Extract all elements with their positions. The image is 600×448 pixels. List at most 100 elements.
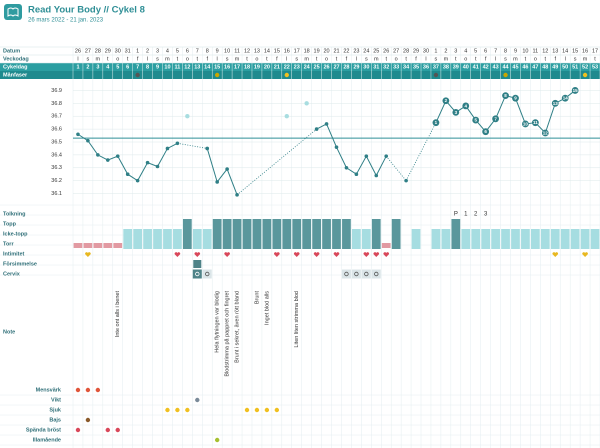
high-label: 12 xyxy=(543,130,549,135)
weekday: t xyxy=(107,56,109,62)
heart xyxy=(582,252,588,257)
cycle-day: 9 xyxy=(156,64,159,70)
date: 14 xyxy=(264,48,270,54)
mucus-bar xyxy=(133,229,143,249)
mucus-bar xyxy=(381,243,391,248)
weekday: t xyxy=(594,56,596,62)
weekday: t xyxy=(246,56,248,62)
excluded-point xyxy=(304,101,309,106)
mucus-bar xyxy=(113,243,123,248)
date: 27 xyxy=(85,48,91,54)
temperature-point xyxy=(334,145,339,149)
high-label: 4 xyxy=(465,103,468,108)
mucus-bar xyxy=(332,219,341,249)
symptom-icon xyxy=(195,397,200,403)
cycle-day: 3 xyxy=(96,64,99,70)
cycle-day: 17 xyxy=(234,64,240,70)
temperature-point xyxy=(442,97,450,105)
heart xyxy=(174,252,181,257)
weekday: t xyxy=(405,56,407,62)
row-label: Icke-topp xyxy=(3,231,28,237)
row-label: Note xyxy=(3,329,15,335)
cycle-day: 30 xyxy=(363,64,369,70)
date: 3 xyxy=(156,48,159,54)
date: 26 xyxy=(75,48,81,54)
cervix-dot xyxy=(354,271,359,277)
date: 15 xyxy=(572,48,578,54)
mucus-bar xyxy=(202,229,212,249)
symptom-icon xyxy=(165,407,170,413)
mucus-bar xyxy=(361,229,371,249)
high-label: 9 xyxy=(514,96,517,101)
date: 14 xyxy=(562,48,568,54)
row-label: Topp xyxy=(3,221,17,227)
symptom-icon xyxy=(254,407,260,413)
temperature-point xyxy=(364,154,369,158)
mucus-bar xyxy=(182,219,192,249)
mucus-bar xyxy=(192,229,202,249)
mucus-bar xyxy=(163,229,172,249)
excluded-point xyxy=(284,114,289,119)
cycle-day: 24 xyxy=(304,64,311,70)
symptom-icon xyxy=(185,407,190,413)
heart xyxy=(363,252,370,257)
temperature-point xyxy=(135,178,140,183)
weekday: l xyxy=(217,56,218,62)
heart xyxy=(293,252,300,257)
weekday: m xyxy=(374,56,379,62)
weekday: l xyxy=(147,56,148,62)
weekday: t xyxy=(475,56,477,62)
title: Read Your Body // Cykel 8 xyxy=(28,5,145,16)
mucus-bar xyxy=(530,229,540,249)
gap-connector xyxy=(236,128,317,196)
moon-phase xyxy=(214,72,220,78)
temperature-point xyxy=(235,193,239,197)
mucus-bar xyxy=(540,229,550,249)
date: 4 xyxy=(166,48,169,54)
cycle-day: 2 xyxy=(86,64,89,70)
weekday: s xyxy=(87,56,90,62)
date: 29 xyxy=(105,48,111,54)
cycle-day: 37 xyxy=(433,64,439,70)
row-label: Datum xyxy=(3,48,20,54)
symptom-icon xyxy=(75,387,81,393)
symptom-icon xyxy=(214,437,220,443)
cervix-box xyxy=(371,269,381,279)
high-label: 6 xyxy=(484,129,487,134)
note: Brunt i sekret, även rött bland xyxy=(235,291,241,363)
date: 24 xyxy=(363,48,369,54)
weekday: t xyxy=(177,56,179,62)
weekday: m xyxy=(235,56,240,62)
temperature-point xyxy=(86,138,90,143)
date: 30 xyxy=(423,48,429,54)
cycle-day: 20 xyxy=(264,64,270,70)
weekday: t xyxy=(197,56,199,62)
cycle-day: 31 xyxy=(373,64,379,70)
weekday: t xyxy=(385,56,387,62)
high-label: 8 xyxy=(504,93,507,98)
heart xyxy=(194,252,201,257)
cycle-day: 18 xyxy=(244,64,250,70)
row-label: Månfaser xyxy=(3,71,28,78)
cycle-day: 51 xyxy=(572,64,578,70)
temperature-point xyxy=(512,94,519,102)
mucus-bar xyxy=(252,219,262,249)
row-label: Veckodag xyxy=(3,56,29,62)
cycle-day: 26 xyxy=(323,64,329,70)
cycle-day: 15 xyxy=(214,64,220,70)
cervix-dot xyxy=(195,271,200,277)
temperature-line xyxy=(206,148,238,196)
cycle-day: 34 xyxy=(403,64,410,70)
date: 23 xyxy=(353,48,359,54)
cycle-day: 29 xyxy=(353,64,359,70)
row-label: Torr xyxy=(3,241,14,247)
cycle-day: 8 xyxy=(146,64,149,70)
mucus-bar xyxy=(560,229,570,249)
heart xyxy=(313,252,320,257)
mucus-bar xyxy=(342,219,351,249)
note: Blodstrimma på pappret och fingret xyxy=(224,291,231,377)
moon-phase xyxy=(503,72,508,78)
weekday: f xyxy=(415,56,417,62)
mucus-bar xyxy=(73,243,83,248)
